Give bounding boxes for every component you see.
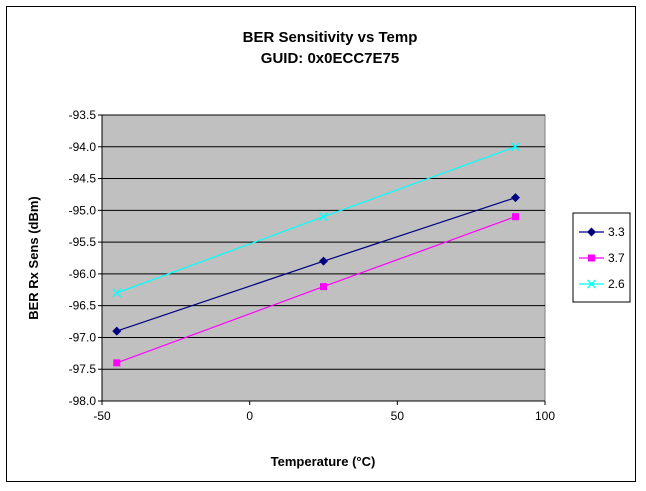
y-tick-label: -96.5 bbox=[69, 299, 97, 313]
y-tick-label: -96.0 bbox=[69, 267, 97, 281]
data-point bbox=[320, 283, 327, 291]
legend-items: 3.3 3.7 2.6 bbox=[579, 225, 625, 291]
legend-label: 3.7 bbox=[608, 251, 625, 265]
y-tick-label: -98.0 bbox=[69, 394, 97, 408]
marker-stroke bbox=[112, 288, 122, 298]
legend-marker bbox=[587, 227, 596, 237]
axes bbox=[101, 115, 545, 402]
y-tick-label: -93.5 bbox=[69, 108, 97, 122]
legend-item: 3.3 bbox=[579, 225, 625, 239]
chart-subtitle: GUID: 0x0ECC7E75 bbox=[261, 50, 399, 67]
data-point bbox=[113, 359, 121, 367]
marker-stroke bbox=[511, 142, 520, 152]
x-tick-label: -50 bbox=[93, 409, 111, 423]
data-point bbox=[511, 142, 520, 152]
marker-stroke bbox=[319, 212, 328, 222]
series-3-7 bbox=[113, 213, 519, 367]
y-tick-label: -95.5 bbox=[69, 235, 97, 249]
y-tick-label: -97.5 bbox=[69, 362, 97, 376]
data-point bbox=[112, 288, 122, 298]
data-point bbox=[319, 256, 328, 266]
x-tick-label: 50 bbox=[391, 409, 405, 423]
data-point bbox=[112, 326, 122, 336]
chart-title: BER Sensitivity vs Temp bbox=[243, 29, 418, 46]
legend-marker bbox=[587, 279, 596, 289]
series-2-6 bbox=[112, 142, 520, 298]
legend-item: 3.7 bbox=[579, 251, 625, 265]
y-tick-label: -97.0 bbox=[69, 330, 97, 344]
y-axis-title: BER Rx Sens (dBm) bbox=[26, 196, 41, 320]
data-point bbox=[510, 193, 520, 203]
series-3-3 bbox=[112, 193, 520, 336]
y-tick-label: -95.0 bbox=[69, 203, 97, 217]
tick-labels: -93.5 -94.0 -94.5 -95.0 -95.5 -96.0 -96.5 -97.0… bbox=[69, 108, 556, 423]
y-tick-label: -94.0 bbox=[69, 140, 97, 154]
x-tick-label: 0 bbox=[246, 409, 253, 423]
y-tick-label: -94.5 bbox=[69, 172, 97, 186]
series-lines bbox=[112, 142, 520, 367]
legend-marker bbox=[588, 254, 595, 262]
legend-item: 2.6 bbox=[579, 277, 625, 291]
x-axis-title: Temperature (°C) bbox=[271, 454, 376, 469]
legend-label: 3.3 bbox=[608, 225, 625, 239]
x-tick-label: 100 bbox=[535, 409, 555, 423]
data-point bbox=[511, 213, 519, 221]
legend-label: 2.6 bbox=[608, 277, 625, 291]
marker-stroke bbox=[587, 279, 596, 289]
data-point bbox=[319, 212, 328, 222]
legend: 3.3 3.7 2.6 bbox=[572, 212, 631, 303]
